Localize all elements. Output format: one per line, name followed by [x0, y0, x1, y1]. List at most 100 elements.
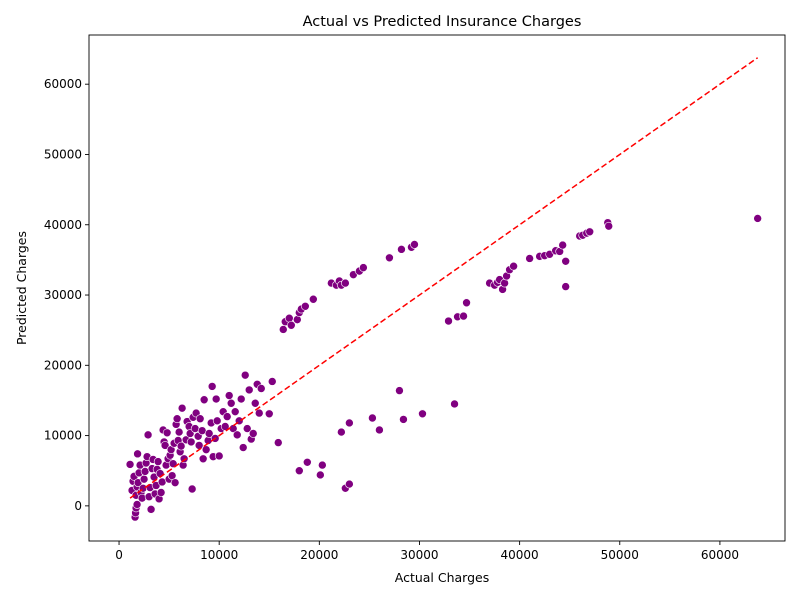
data-point	[345, 479, 354, 489]
data-point	[254, 408, 264, 418]
data-point	[561, 282, 570, 291]
y-tick-label: 30000	[44, 288, 82, 302]
y-tick-label: 60000	[44, 77, 82, 91]
data-point	[226, 398, 236, 408]
y-tick-label: 50000	[44, 147, 82, 161]
points-layer	[125, 214, 762, 522]
data-point	[309, 294, 318, 304]
data-point	[459, 311, 468, 321]
data-point	[238, 443, 248, 452]
data-point	[500, 278, 509, 288]
y-tick-label: 0	[74, 499, 82, 513]
data-point	[337, 427, 346, 437]
data-point	[284, 313, 294, 323]
data-point	[397, 245, 406, 254]
data-point	[399, 415, 408, 424]
data-point	[509, 261, 518, 271]
x-tick-label: 0	[115, 548, 123, 562]
data-point	[244, 385, 254, 395]
data-point	[286, 320, 296, 330]
x-axis-ticks: 0 10000 20000 30000 40000 50000 60000	[115, 541, 739, 562]
data-point	[176, 441, 186, 451]
reference-line	[129, 57, 759, 499]
data-point	[359, 263, 368, 272]
data-point	[212, 416, 222, 426]
data-point	[462, 298, 471, 308]
data-point	[318, 460, 327, 470]
data-point	[294, 466, 304, 476]
data-point	[301, 301, 310, 311]
data-point	[753, 214, 762, 223]
data-point	[444, 316, 453, 326]
data-point	[230, 407, 240, 416]
reference-line-layer	[129, 57, 759, 499]
data-point	[585, 227, 595, 237]
data-point	[170, 478, 180, 487]
data-point	[248, 429, 258, 438]
data-point	[242, 424, 252, 433]
data-point	[194, 441, 204, 450]
data-point	[410, 240, 419, 249]
data-point	[174, 427, 184, 437]
data-point	[341, 278, 350, 288]
data-point	[146, 505, 156, 514]
data-point	[267, 377, 277, 386]
x-tick-label: 50000	[601, 548, 639, 562]
y-axis-label: Predicted Charges	[14, 231, 29, 345]
y-axis-ticks: 0 10000 20000 30000 40000 50000 60000	[44, 77, 89, 513]
data-point	[525, 254, 534, 263]
data-point	[450, 399, 459, 409]
data-point	[418, 409, 427, 419]
data-point	[250, 398, 260, 408]
data-point	[156, 488, 166, 497]
data-point	[345, 418, 354, 428]
data-point	[561, 256, 570, 266]
x-tick-label: 60000	[701, 548, 739, 562]
data-point	[199, 395, 209, 405]
data-point	[211, 394, 221, 404]
data-point	[125, 460, 135, 469]
data-point	[177, 403, 187, 413]
x-tick-label: 40000	[501, 548, 539, 562]
data-point	[232, 430, 242, 440]
x-tick-label: 10000	[200, 548, 238, 562]
data-point	[385, 253, 394, 263]
data-point	[162, 428, 172, 438]
data-point	[558, 240, 567, 250]
data-point	[256, 384, 266, 393]
data-point	[132, 500, 142, 509]
data-point	[172, 414, 182, 424]
data-point	[133, 449, 142, 459]
data-point	[303, 457, 312, 467]
data-point	[240, 370, 250, 380]
data-point	[153, 457, 163, 466]
data-point	[264, 409, 274, 419]
data-point	[195, 414, 205, 424]
data-point	[139, 474, 149, 484]
data-point	[187, 484, 197, 494]
data-point	[179, 454, 189, 464]
data-point	[220, 422, 230, 431]
plot-frame	[88, 34, 786, 542]
data-point	[368, 413, 377, 423]
chart-title: Actual vs Predicted Insurance Charges	[303, 14, 582, 30]
x-tick-label: 30000	[400, 548, 438, 562]
data-point	[207, 382, 217, 391]
data-point	[214, 451, 224, 461]
x-tick-label: 20000	[300, 548, 338, 562]
data-point	[316, 470, 325, 480]
data-point	[395, 386, 404, 395]
data-point	[222, 412, 232, 421]
y-tick-label: 40000	[44, 218, 82, 232]
data-point	[375, 425, 384, 435]
data-point	[236, 394, 246, 404]
y-tick-label: 20000	[44, 358, 82, 372]
x-axis-label: Actual Charges	[395, 570, 490, 585]
data-point	[198, 454, 208, 464]
data-point	[186, 437, 196, 447]
y-tick-label: 10000	[44, 429, 82, 443]
data-point	[201, 445, 211, 454]
data-point	[224, 391, 234, 400]
